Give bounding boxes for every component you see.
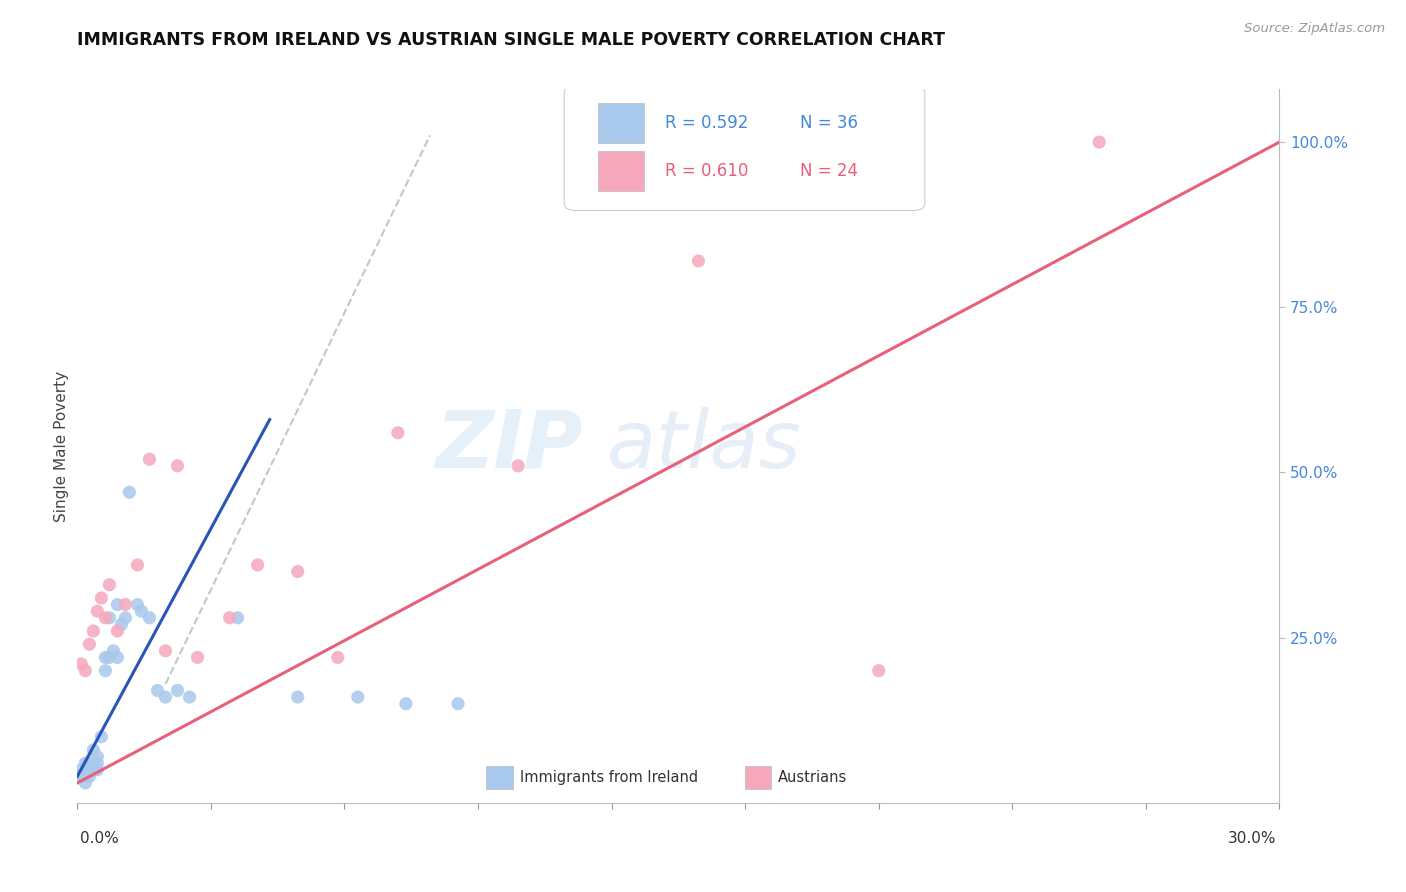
Point	[79, 637, 101, 651]
Point	[226, 611, 249, 625]
Y-axis label: Single Male Poverty: Single Male Poverty	[53, 370, 69, 522]
Point	[98, 578, 121, 592]
Point	[218, 611, 240, 625]
Point	[82, 743, 104, 757]
Text: IMMIGRANTS FROM IRELAND VS AUSTRIAN SINGLE MALE POVERTY CORRELATION CHART: IMMIGRANTS FROM IRELAND VS AUSTRIAN SING…	[77, 31, 945, 49]
Point	[395, 697, 418, 711]
Text: Source: ZipAtlas.com: Source: ZipAtlas.com	[1244, 22, 1385, 36]
Point	[107, 624, 129, 638]
Text: ZIP: ZIP	[434, 407, 582, 485]
Point	[86, 763, 108, 777]
Point	[90, 730, 112, 744]
Point	[75, 664, 97, 678]
FancyBboxPatch shape	[598, 103, 644, 143]
Point	[86, 604, 108, 618]
Point	[94, 650, 117, 665]
Point	[107, 650, 129, 665]
Text: N = 24: N = 24	[800, 162, 858, 180]
Point	[131, 604, 153, 618]
Point	[187, 650, 209, 665]
Point	[79, 763, 101, 777]
Point	[114, 598, 136, 612]
Text: Austrians: Austrians	[778, 770, 848, 785]
FancyBboxPatch shape	[486, 765, 513, 789]
Point	[82, 624, 104, 638]
Point	[86, 756, 108, 771]
Point	[387, 425, 409, 440]
Point	[868, 664, 890, 678]
Point	[127, 598, 149, 612]
Text: 0.0%: 0.0%	[80, 831, 120, 846]
Point	[94, 664, 117, 678]
FancyBboxPatch shape	[598, 152, 644, 191]
Point	[246, 558, 269, 572]
Point	[67, 769, 90, 783]
Point	[138, 452, 160, 467]
Point	[287, 565, 309, 579]
FancyBboxPatch shape	[564, 86, 925, 211]
Text: R = 0.592: R = 0.592	[665, 114, 748, 132]
Text: R = 0.610: R = 0.610	[665, 162, 748, 180]
Point	[155, 644, 177, 658]
Point	[155, 690, 177, 704]
Point	[72, 769, 94, 783]
Point	[79, 756, 101, 771]
Point	[326, 650, 349, 665]
Point	[79, 769, 101, 783]
Text: 30.0%: 30.0%	[1229, 831, 1277, 846]
FancyBboxPatch shape	[745, 765, 770, 789]
Point	[103, 644, 125, 658]
Text: atlas: atlas	[606, 407, 801, 485]
Point	[114, 611, 136, 625]
Point	[98, 650, 121, 665]
Point	[138, 611, 160, 625]
Point	[110, 617, 132, 632]
Point	[179, 690, 201, 704]
Point	[127, 558, 149, 572]
Point	[688, 254, 710, 268]
Point	[90, 591, 112, 605]
Point	[75, 776, 97, 790]
Point	[107, 598, 129, 612]
Point	[86, 749, 108, 764]
Point	[287, 690, 309, 704]
Text: N = 36: N = 36	[800, 114, 858, 132]
Point	[166, 458, 188, 473]
Point	[82, 763, 104, 777]
Point	[94, 611, 117, 625]
Point	[98, 611, 121, 625]
Text: Immigrants from Ireland: Immigrants from Ireland	[520, 770, 697, 785]
Point	[1088, 135, 1111, 149]
Point	[508, 458, 530, 473]
Point	[118, 485, 141, 500]
Point	[146, 683, 169, 698]
Point	[347, 690, 370, 704]
Point	[75, 756, 97, 771]
Point	[447, 697, 470, 711]
Point	[166, 683, 188, 698]
Point	[70, 657, 93, 671]
Point	[70, 763, 93, 777]
